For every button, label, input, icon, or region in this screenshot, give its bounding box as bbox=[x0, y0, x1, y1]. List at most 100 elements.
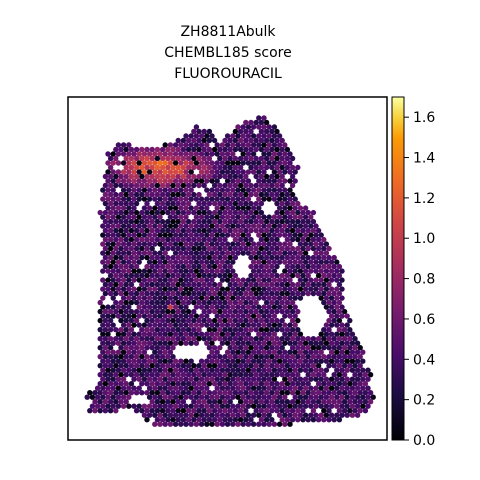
spot-point bbox=[115, 367, 122, 373]
spot-point bbox=[167, 331, 174, 337]
spot-point bbox=[250, 421, 257, 427]
spot-point bbox=[279, 173, 285, 180]
spot-point bbox=[256, 196, 262, 202]
spot-point bbox=[206, 327, 213, 333]
spot-point bbox=[157, 313, 163, 319]
spot-point bbox=[271, 295, 278, 301]
spot-point bbox=[128, 354, 135, 360]
spot-point bbox=[154, 200, 161, 207]
spot-point bbox=[248, 218, 254, 225]
spot-point bbox=[287, 268, 293, 274]
spot-point bbox=[170, 164, 176, 171]
spot-point bbox=[222, 290, 228, 297]
spot-point bbox=[113, 372, 119, 378]
spot-point bbox=[209, 295, 215, 301]
spot-point bbox=[308, 259, 314, 265]
spot-point bbox=[154, 155, 161, 162]
spot-point bbox=[180, 227, 187, 234]
spot-point bbox=[206, 290, 213, 297]
spot-point bbox=[94, 394, 101, 400]
spot-point bbox=[235, 160, 241, 166]
spot-point bbox=[115, 268, 122, 274]
spot-point bbox=[292, 304, 298, 310]
spot-point bbox=[100, 268, 106, 274]
spot-point bbox=[188, 367, 194, 373]
spot-point bbox=[191, 227, 197, 234]
spot-point bbox=[326, 272, 332, 279]
spot-point bbox=[133, 263, 140, 270]
spot-point bbox=[224, 322, 231, 328]
spot-point bbox=[287, 232, 293, 238]
spot-point bbox=[193, 412, 200, 418]
spot-point bbox=[183, 340, 189, 346]
spot-point bbox=[136, 241, 142, 247]
spot-point bbox=[222, 272, 228, 279]
spot-point bbox=[292, 178, 298, 184]
spot-point bbox=[269, 137, 275, 144]
spot-point bbox=[149, 272, 155, 279]
spot-point bbox=[107, 399, 114, 405]
spot-point bbox=[326, 399, 332, 405]
spot-point bbox=[240, 349, 246, 355]
spot-point bbox=[188, 277, 194, 283]
spot-point bbox=[263, 327, 270, 333]
spot-point bbox=[235, 232, 241, 238]
spot-point bbox=[237, 354, 244, 360]
spot-point bbox=[113, 236, 119, 243]
spot-point bbox=[191, 390, 197, 396]
spot-point bbox=[214, 205, 220, 211]
spot-point bbox=[331, 417, 337, 423]
spot-point bbox=[144, 236, 150, 243]
spot-point bbox=[331, 263, 337, 270]
spot-point bbox=[217, 399, 223, 405]
spot-point bbox=[201, 236, 207, 243]
spot-point bbox=[167, 205, 174, 211]
spot-point bbox=[357, 354, 363, 360]
spot-point bbox=[287, 322, 293, 328]
spot-point bbox=[105, 250, 111, 256]
spot-point bbox=[107, 336, 114, 342]
spot-point bbox=[235, 178, 241, 184]
spot-point bbox=[289, 336, 296, 342]
spot-point bbox=[271, 250, 278, 256]
spot-point bbox=[222, 372, 228, 378]
spot-point bbox=[120, 142, 127, 148]
spot-point bbox=[191, 290, 197, 297]
spot-point bbox=[113, 155, 119, 162]
spot-point bbox=[201, 218, 207, 225]
spot-point bbox=[118, 345, 124, 351]
spot-point bbox=[110, 340, 116, 346]
spot-point bbox=[152, 241, 158, 247]
spot-point bbox=[118, 200, 124, 207]
spot-point bbox=[201, 254, 207, 261]
spot-point bbox=[282, 241, 288, 247]
spot-point bbox=[113, 191, 119, 198]
spot-point bbox=[139, 272, 145, 279]
spot-point bbox=[297, 349, 304, 355]
spot-point bbox=[295, 218, 301, 225]
spot-point bbox=[118, 363, 124, 369]
spot-point bbox=[318, 394, 324, 400]
spot-point bbox=[102, 317, 109, 324]
spot-point bbox=[110, 376, 116, 382]
spot-point bbox=[193, 340, 200, 346]
spot-point bbox=[274, 173, 280, 180]
spot-point bbox=[240, 385, 246, 391]
spot-point bbox=[136, 286, 142, 292]
spot-point bbox=[141, 376, 148, 382]
spot-point bbox=[206, 218, 213, 225]
spot-point bbox=[297, 286, 304, 292]
spot-point bbox=[362, 408, 369, 414]
spot-point bbox=[110, 223, 116, 229]
spot-point bbox=[206, 272, 213, 279]
spot-point bbox=[253, 227, 259, 234]
spot-point bbox=[305, 381, 311, 387]
spot-point bbox=[219, 358, 226, 364]
spot-point bbox=[276, 232, 283, 238]
spot-point bbox=[232, 327, 239, 333]
spot-point bbox=[302, 358, 309, 364]
spot-point bbox=[217, 327, 223, 333]
spot-point bbox=[144, 245, 150, 252]
spot-point bbox=[209, 151, 215, 157]
spot-point bbox=[326, 327, 332, 333]
